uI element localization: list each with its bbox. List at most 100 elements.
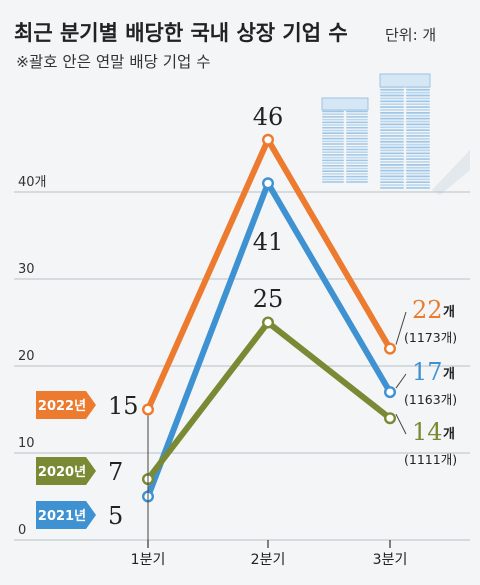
money-bill: [406, 97, 430, 100]
y-tick-label: 10: [18, 436, 35, 451]
money-bill: [406, 106, 430, 108]
money-bill: [406, 169, 430, 172]
money-bill: [406, 172, 430, 175]
money-bill: [322, 124, 344, 126]
money-bill: [380, 184, 404, 186]
series-badge: 2020년: [36, 457, 96, 485]
money-bill: [380, 100, 404, 103]
money-bill: [346, 151, 368, 153]
money-bill: [380, 117, 404, 120]
money-bill: [406, 175, 430, 178]
money-bill: [322, 146, 344, 148]
money-bill: [322, 121, 344, 124]
money-bill: [406, 187, 430, 189]
y-tick-label: 30: [18, 262, 35, 277]
money-bill: [346, 175, 368, 178]
money-bill: [346, 167, 368, 170]
money-bill: [406, 94, 430, 97]
leader-line: [395, 413, 407, 435]
money-bill: [322, 173, 344, 175]
money-bill: [406, 184, 430, 186]
money-bill: [346, 173, 368, 175]
money-bill: [322, 156, 344, 159]
money-bill: [380, 158, 404, 160]
money-bill: [322, 129, 344, 132]
money-stack-illustration: [321, 73, 470, 195]
money-bill: [380, 152, 404, 155]
money-bill: [380, 91, 404, 94]
money-bill: [380, 135, 404, 137]
money-bill: [380, 114, 404, 117]
money-bill: [406, 140, 430, 143]
money-bill: [380, 94, 404, 97]
data-label-unit: 개: [443, 305, 455, 320]
money-bill: [406, 143, 430, 146]
money-bill: [346, 124, 368, 126]
money-bill: [406, 117, 430, 120]
money-bill: [406, 88, 430, 91]
money-bill: [406, 114, 430, 117]
money-bill: [380, 172, 404, 175]
money-bill: [380, 146, 404, 149]
y-tick-label: 20: [18, 349, 35, 364]
data-point: [384, 386, 397, 399]
data-label: 15: [108, 392, 139, 420]
money-bill: [322, 170, 344, 172]
data-label: 7: [108, 458, 123, 486]
chart-series: [141, 133, 397, 503]
data-point: [141, 403, 154, 416]
money-bill: [322, 178, 344, 181]
money-bill: [406, 181, 430, 184]
money-bill: [406, 103, 430, 106]
data-label-paren: (1163개): [404, 392, 457, 407]
badge-label: 2022년: [38, 399, 86, 414]
money-bill: [406, 138, 430, 140]
money-bill: [380, 88, 404, 91]
money-bill: [346, 148, 368, 151]
money-bill: [346, 110, 368, 113]
money-bill: [346, 118, 368, 121]
money-bill: [346, 170, 368, 172]
money-bill: [322, 132, 344, 134]
money-bill: [380, 175, 404, 178]
money-bill: [380, 161, 404, 163]
money-bill: [380, 187, 404, 189]
money-bill: [380, 97, 404, 100]
money-bill: [406, 161, 430, 163]
money-bill: [322, 116, 344, 118]
data-label: 25: [253, 285, 284, 313]
money-bill: [380, 169, 404, 172]
leader-line: [395, 311, 407, 345]
money-bill: [380, 126, 404, 129]
badge-label: 2021년: [38, 509, 86, 524]
series-badge: 2022년: [36, 391, 96, 419]
money-bill: [346, 154, 368, 156]
y-tick-label: 0: [18, 523, 26, 538]
data-point: [384, 342, 397, 355]
money-bill: [406, 91, 430, 94]
chart-title: 최근 분기별 배당한 국내 상장 기업 수: [14, 21, 348, 45]
money-bill: [346, 127, 368, 129]
money-bill: [380, 178, 404, 181]
data-label-paren: (1111개): [404, 452, 457, 467]
leader-line: [395, 373, 407, 389]
money-bill: [346, 135, 368, 137]
money-bill: [346, 146, 368, 148]
money-bill: [322, 127, 344, 129]
money-top: [379, 73, 431, 88]
series-badge: 2021년: [36, 501, 96, 529]
money-bill: [346, 132, 368, 134]
money-bill: [406, 120, 430, 123]
data-point: [384, 412, 397, 425]
x-tick-label: 1분기: [131, 552, 166, 568]
money-bill: [406, 158, 430, 160]
badge-label: 2020년: [38, 465, 86, 480]
money-bill: [406, 126, 430, 129]
money-bill: [406, 149, 430, 152]
money-bill: [346, 143, 368, 145]
data-point: [262, 316, 275, 329]
money-bill: [406, 178, 430, 181]
money-bill: [322, 165, 344, 167]
badge-shape: [36, 501, 96, 529]
x-axis: 1분기 2분기 3분기: [131, 540, 407, 568]
